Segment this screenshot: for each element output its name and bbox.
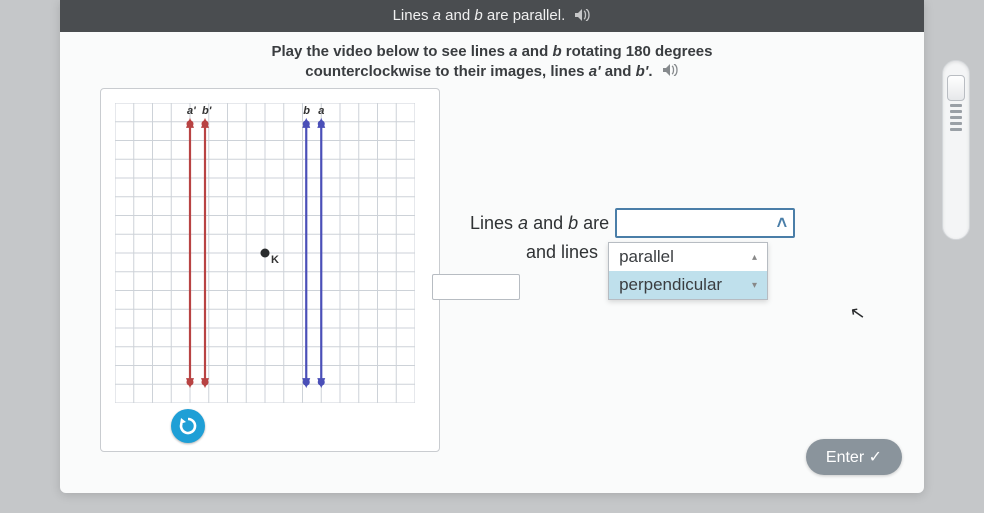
svg-text:a: a	[318, 105, 324, 117]
answer-select-1[interactable]: ˄	[615, 208, 795, 238]
coordinate-grid: a' b' ba K	[115, 103, 415, 403]
slider-tick	[950, 110, 962, 113]
sentence-row-1: Lines a and b are ˄	[470, 208, 884, 238]
slider-tick	[950, 104, 962, 107]
volume-slider[interactable]	[942, 60, 970, 240]
caret-down-icon: ▾	[752, 280, 757, 291]
title-bar: Lines a and b are parallel.	[60, 0, 924, 32]
reset-button[interactable]	[171, 409, 205, 443]
answer-blank-2[interactable]	[432, 274, 520, 300]
sentence-text-2: and lines	[526, 242, 598, 263]
answer-area: Lines a and b are ˄ and lines parallel▴ …	[470, 88, 884, 300]
chevron-up-icon: ˄	[777, 213, 788, 234]
problem-panel: Lines a and b are parallel. Play the vid…	[60, 0, 924, 493]
cursor-icon: ↖	[848, 302, 867, 325]
slider-tick	[950, 122, 962, 125]
speaker-icon[interactable]	[663, 62, 679, 82]
slider-thumb[interactable]	[947, 75, 965, 101]
dropdown-option-perpendicular[interactable]: perpendicular▾	[609, 271, 767, 299]
svg-text:K: K	[271, 254, 279, 266]
caret-up-icon: ▴	[752, 252, 757, 263]
dropdown-menu: parallel▴ perpendicular▾	[608, 242, 768, 300]
sentence-text: Lines a and b are	[470, 213, 609, 234]
svg-text:a': a'	[187, 105, 196, 117]
content-row: a' b' ba K Lines a and b are ˄ and lines	[60, 88, 924, 452]
svg-text:b': b'	[202, 105, 212, 117]
slider-tick	[950, 116, 962, 119]
graph-container: a' b' ba K	[100, 88, 440, 452]
undo-icon	[178, 416, 198, 436]
title-text: Lines a and b are parallel.	[393, 7, 570, 24]
enter-label: Enter ✓	[826, 449, 882, 466]
instruction-text: Play the video below to see lines a and …	[60, 32, 924, 89]
svg-text:b: b	[303, 105, 310, 117]
speaker-icon[interactable]	[575, 8, 591, 25]
dropdown-option-parallel[interactable]: parallel▴	[609, 243, 767, 271]
slider-tick	[950, 128, 962, 131]
enter-button[interactable]: Enter ✓	[806, 439, 902, 475]
